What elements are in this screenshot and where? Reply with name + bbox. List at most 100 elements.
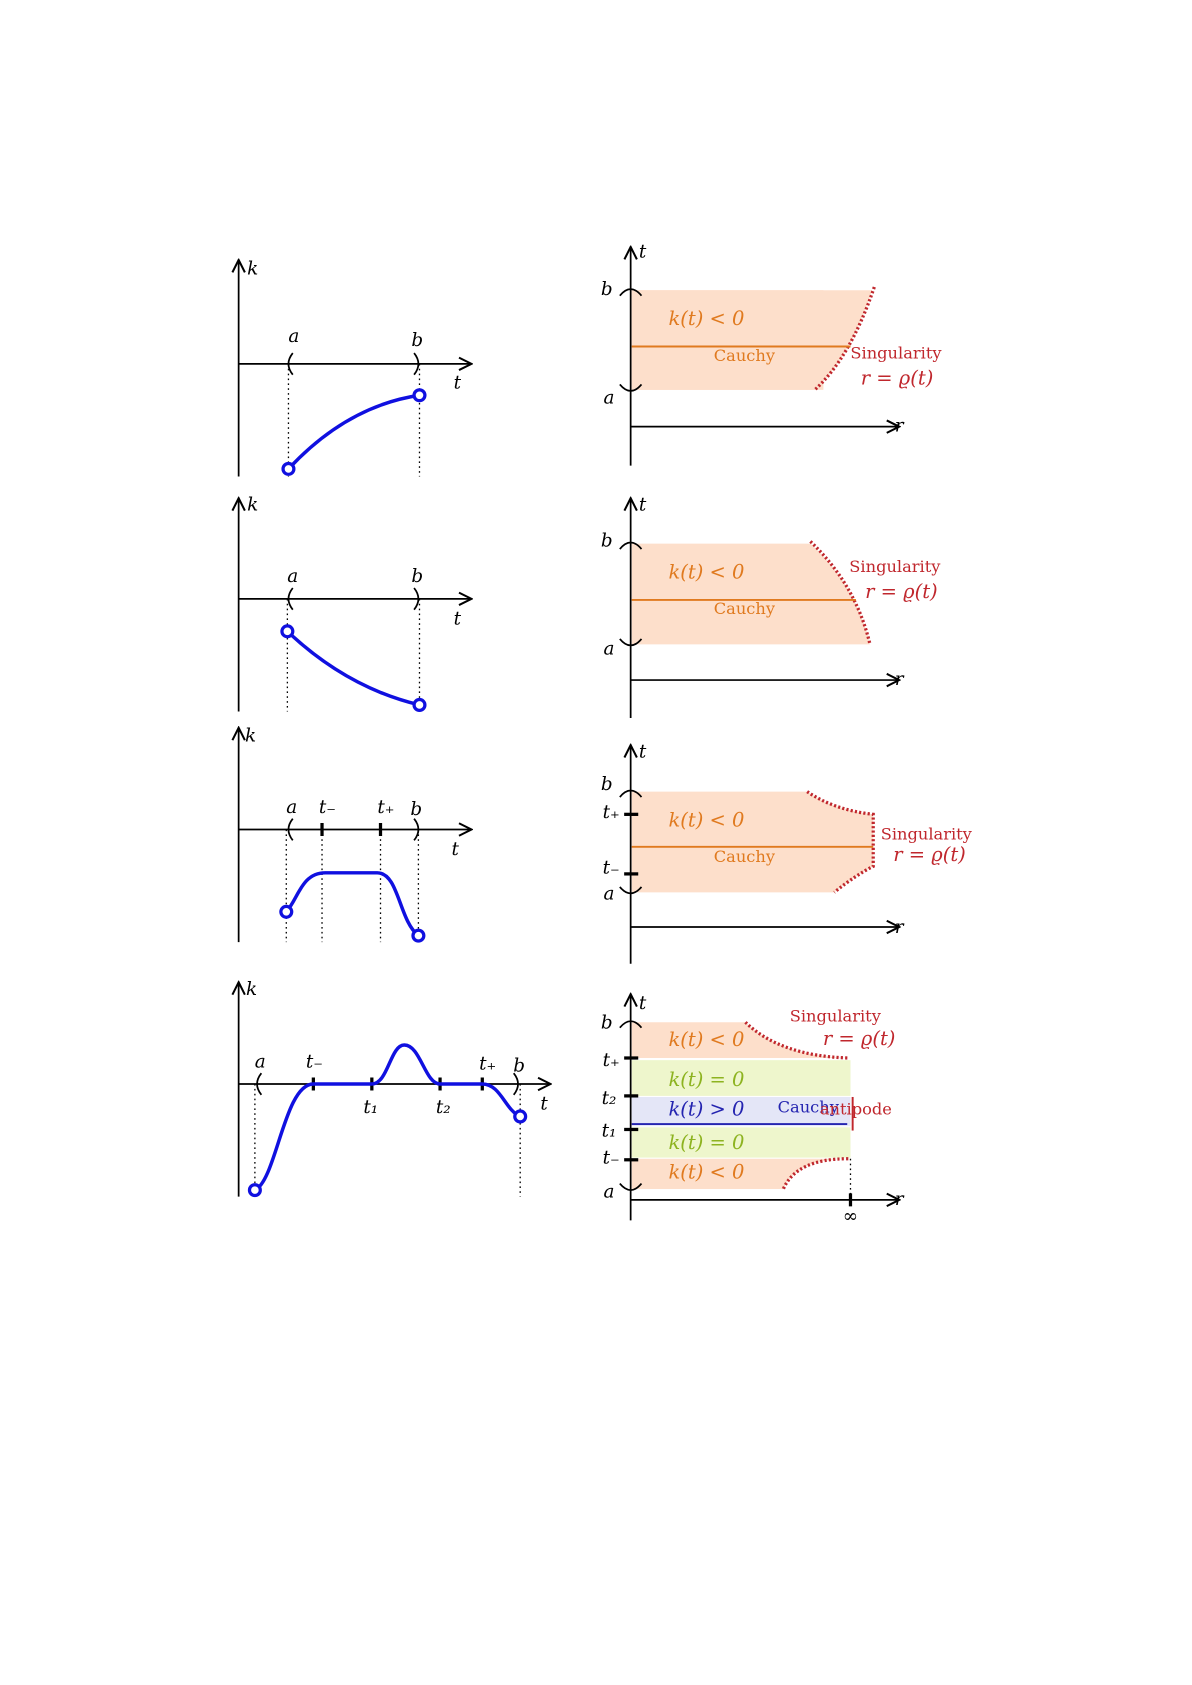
tick-label: a xyxy=(604,388,615,409)
open-bracket xyxy=(619,1020,643,1029)
tick-label: b xyxy=(601,1012,613,1033)
tick-label: a xyxy=(604,639,615,660)
axis-label: r xyxy=(895,669,905,690)
axis-label: r xyxy=(895,416,905,437)
singularity-equation: r = ϱ(t) xyxy=(823,1027,896,1050)
tick-label: b xyxy=(513,1056,525,1077)
open-bracket xyxy=(619,288,643,297)
endpoint xyxy=(412,697,427,713)
axis-label: r xyxy=(895,1189,905,1210)
region xyxy=(631,791,874,893)
open-bracket xyxy=(619,541,643,550)
singularity xyxy=(813,286,876,392)
axis-label: t xyxy=(454,608,462,629)
tick-label: t₁ xyxy=(363,1097,378,1118)
open-bracket xyxy=(287,587,294,611)
axis-label: t xyxy=(639,742,647,763)
open-bracket xyxy=(413,352,420,376)
endpoint xyxy=(513,1109,528,1124)
region-label: k(t) < 0 xyxy=(668,1160,744,1183)
open-bracket xyxy=(619,789,643,798)
singularity-equation: r = ϱ(t) xyxy=(865,580,938,603)
region-label: k(t) < 0 xyxy=(668,1028,744,1051)
region-label: k(t) < 0 xyxy=(668,307,744,330)
endpoint xyxy=(280,624,295,639)
singularity xyxy=(809,540,872,645)
tick-label: a xyxy=(255,1051,266,1072)
singularity-label: Singularity xyxy=(790,1006,882,1025)
tick-label: t₊ xyxy=(603,1050,620,1071)
region-label: k(t) < 0 xyxy=(668,808,744,831)
region xyxy=(631,543,870,645)
tick-label: a xyxy=(604,883,615,904)
endpoint xyxy=(281,461,296,476)
antipode-label: antipode xyxy=(820,1099,892,1118)
tick-label: a xyxy=(288,326,299,347)
region-label: k(t) = 0 xyxy=(668,1131,744,1154)
tick-label: b xyxy=(411,330,423,351)
tick-label: t₋ xyxy=(603,857,620,878)
singularity-label: Singularity xyxy=(849,557,941,576)
tick-label: t₊ xyxy=(377,797,394,818)
axis-label: k xyxy=(247,259,258,280)
singularity-equation: r = ϱ(t) xyxy=(893,843,966,866)
region xyxy=(631,1127,851,1158)
tick-label: b xyxy=(411,566,423,587)
endpoint xyxy=(247,1183,262,1198)
singularity xyxy=(744,1021,849,1060)
cauchy-label: Cauchy xyxy=(714,346,776,365)
open-bracket xyxy=(256,1072,263,1096)
tick-label: t₊ xyxy=(603,802,620,823)
tick-label: t₂ xyxy=(436,1097,451,1118)
region xyxy=(631,1060,851,1096)
open-bracket xyxy=(619,383,643,392)
tick-label: a xyxy=(604,1181,615,1202)
tick-label: t₋ xyxy=(319,797,336,818)
endpoint xyxy=(412,388,427,403)
infinity-label: ∞ xyxy=(843,1206,858,1227)
tick-label: t₂ xyxy=(602,1088,617,1109)
tick-label: b xyxy=(601,279,613,300)
axis-label: k xyxy=(245,725,256,746)
k-curve xyxy=(253,1043,522,1192)
singularity xyxy=(806,790,875,894)
region xyxy=(631,1158,849,1190)
axis-label: t xyxy=(452,839,460,860)
open-bracket xyxy=(513,1072,519,1096)
singularity-equation: r = ϱ(t) xyxy=(861,367,934,390)
open-bracket xyxy=(413,587,420,611)
tick-label: b xyxy=(601,530,613,551)
tick-label: t₋ xyxy=(306,1051,323,1072)
axis-label: k xyxy=(247,495,258,516)
region-label: k(t) > 0 xyxy=(668,1097,744,1120)
axis-label: t xyxy=(639,241,647,262)
region xyxy=(631,1096,851,1127)
axis-label: t xyxy=(540,1094,548,1115)
axis-label: k xyxy=(246,979,257,1000)
cauchy-label: Cauchy xyxy=(714,599,776,618)
singularity-label: Singularity xyxy=(850,344,942,363)
region-label: k(t) = 0 xyxy=(668,1068,744,1091)
k-curve xyxy=(284,871,420,937)
open-bracket xyxy=(287,818,294,841)
axis-label: t xyxy=(454,372,462,393)
region-label: k(t) < 0 xyxy=(668,560,744,583)
tick-label: a xyxy=(287,566,298,587)
tick-label: t₊ xyxy=(479,1053,496,1074)
tick-label: a xyxy=(286,797,297,818)
axis-label: t xyxy=(639,495,647,516)
axis-label: r xyxy=(895,917,905,938)
singularity xyxy=(781,1157,849,1190)
cauchy-label: Cauchy xyxy=(714,847,776,866)
endpoint xyxy=(411,928,426,943)
region xyxy=(631,1022,849,1058)
singularity-label: Singularity xyxy=(881,824,973,843)
endpoint xyxy=(279,904,294,919)
tick-label: b xyxy=(410,799,422,820)
tick-label: t₁ xyxy=(602,1121,617,1142)
tick-label: t₋ xyxy=(603,1148,620,1169)
region xyxy=(631,290,873,390)
open-bracket xyxy=(619,886,643,895)
